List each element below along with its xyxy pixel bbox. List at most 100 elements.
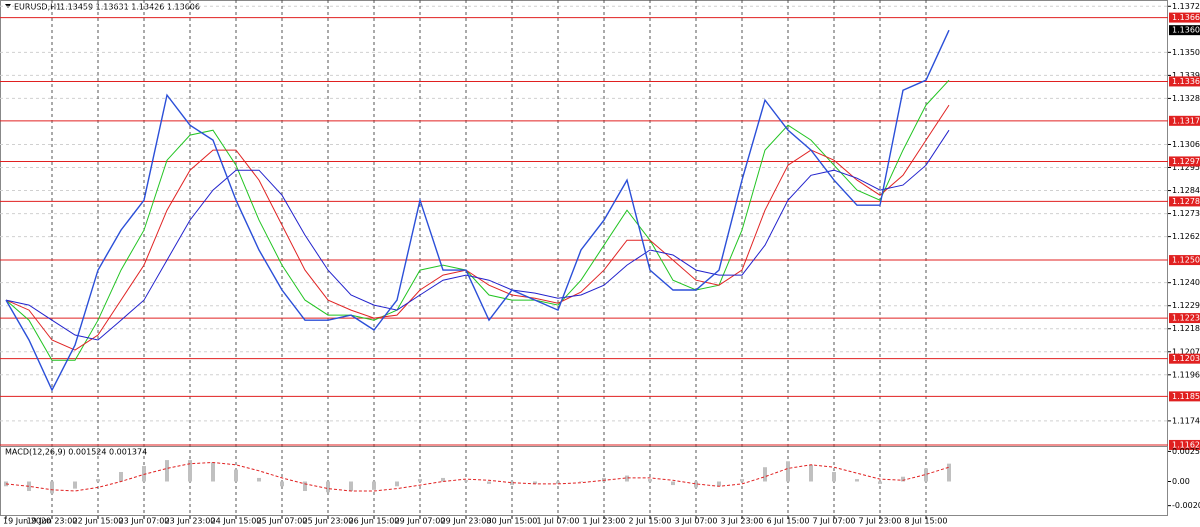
- macd-bar: [303, 481, 307, 492]
- macd-bar: [556, 481, 560, 484]
- y-tick-label: 0.00253: [1172, 447, 1200, 456]
- macd-bar: [188, 460, 192, 482]
- moving-average: [5, 79, 950, 361]
- level-label: 1.12979: [1172, 157, 1200, 166]
- level-tag: [1169, 391, 1200, 402]
- macd-bar: [142, 466, 146, 482]
- y-tick-label: 1.12620: [1172, 232, 1200, 241]
- level-label: 1.11625: [1172, 440, 1200, 449]
- x-tick-label: 3 Jul 23:00: [721, 517, 764, 526]
- y-tick-label: 1.12950: [1172, 163, 1200, 172]
- macd-bar: [809, 464, 813, 482]
- x-tick-label: 23 Jun 07:00: [119, 517, 170, 526]
- macd-bar: [96, 479, 100, 482]
- x-tick-label: 22 Jun 15:00: [73, 517, 124, 526]
- macd-bar: [786, 461, 790, 482]
- level-label: 1.12508: [1172, 256, 1200, 265]
- plot-frame: [0, 0, 1168, 516]
- y-tick-label: 1.13280: [1172, 94, 1200, 103]
- level-tag: [1169, 12, 1200, 23]
- x-tick-label: 23 Jun 23:00: [165, 517, 216, 526]
- x-tick-label: 1 Jul 07:00: [537, 517, 580, 526]
- macd-bar: [441, 477, 445, 482]
- x-tick-label: 19 Jun 2020: [3, 517, 51, 526]
- x-tick-label: 6 Jul 15:00: [767, 517, 810, 526]
- macd-bar: [119, 471, 123, 482]
- y-tick-label: 1.11960: [1172, 370, 1200, 379]
- macd-bar: [349, 481, 353, 492]
- macd-bar: [395, 481, 399, 487]
- x-tick-label: 3 Jul 07:00: [675, 517, 718, 526]
- macd-bar: [234, 469, 238, 482]
- macd-title: MACD(12,26,9) 0.001524 0.001374: [5, 448, 147, 457]
- y-tick-label: 1.13060: [1172, 140, 1200, 149]
- level-tag: [1169, 439, 1200, 450]
- macd-bar: [924, 468, 928, 482]
- x-tick-label: 25 Jun 23:00: [303, 517, 354, 526]
- macd-bar: [740, 479, 744, 482]
- x-tick-label: 8 Jul 15:00: [905, 517, 948, 526]
- level-label: 1.11857: [1172, 392, 1200, 401]
- x-tick-label: 30 Jun 15:00: [487, 517, 538, 526]
- macd-bar: [418, 479, 422, 482]
- level-tag: [1169, 76, 1200, 87]
- macd-bar: [4, 481, 8, 487]
- macd-bar: [257, 477, 261, 482]
- level-label: 1.13666: [1172, 13, 1200, 22]
- macd-bar: [947, 463, 951, 482]
- moving-average: [5, 129, 950, 341]
- macd-bar: [326, 481, 330, 493]
- y-tick-label: 1.12070: [1172, 347, 1200, 356]
- macd-bar: [855, 479, 859, 482]
- level-label: 1.13173: [1172, 116, 1200, 125]
- y-tick-label: 1.12730: [1172, 209, 1200, 218]
- macd-bar: [27, 481, 31, 492]
- level-tag: [1169, 115, 1200, 126]
- level-tag: [1169, 353, 1200, 364]
- x-tick-label: 25 Jun 07:00: [257, 517, 308, 526]
- y-tick-label: 1.13500: [1172, 48, 1200, 57]
- macd-bar: [165, 460, 169, 482]
- macd-bar: [625, 475, 629, 482]
- x-tick-label: 29 Jun 23:00: [441, 517, 492, 526]
- y-tick-label: 1.11740: [1172, 416, 1200, 425]
- current-price-tag: [1169, 25, 1200, 36]
- macd-bar: [878, 481, 882, 484]
- macd-bar: [510, 481, 514, 486]
- y-tick-label: 1.13720: [1172, 2, 1200, 11]
- y-tick-label: 1.12400: [1172, 278, 1200, 287]
- macd-bar: [280, 481, 284, 487]
- macd-bar: [464, 480, 468, 482]
- level-tag: [1169, 156, 1200, 167]
- macd-bar: [73, 481, 77, 489]
- level-tag: [1169, 196, 1200, 207]
- level-label: 1.12788: [1172, 197, 1200, 206]
- x-tick-label: 29 Jun 07:00: [395, 517, 446, 526]
- level-tag: [1169, 313, 1200, 324]
- y-tick-label: 1.12180: [1172, 324, 1200, 333]
- macd-bar: [602, 477, 606, 482]
- macd-bar: [50, 481, 54, 494]
- x-tick-label: 7 Jul 23:00: [859, 517, 902, 526]
- y-tick-label: 1.12290: [1172, 301, 1200, 310]
- y-tick-label: 1.12840: [1172, 186, 1200, 195]
- y-tick-label: -0.00203: [1172, 501, 1200, 510]
- x-tick-label: 26 Jun 15:00: [349, 517, 400, 526]
- macd-bar: [694, 481, 698, 488]
- level-tag: [1169, 255, 1200, 266]
- macd-bar: [211, 462, 215, 482]
- y-tick-label: 0.00: [1172, 477, 1190, 486]
- macd-bar: [717, 481, 721, 487]
- x-tick-label: 2 Jul 15:00: [629, 517, 672, 526]
- price-line: [5, 29, 950, 392]
- x-tick-label: 24 Jun 15:00: [211, 517, 262, 526]
- macd-bar: [372, 481, 376, 490]
- macd-bar: [671, 481, 675, 486]
- ohlc: 1.13459 1.13631 1.13426 1.13606: [60, 3, 200, 12]
- macd-bar: [901, 476, 905, 482]
- x-tick-label: 1 Jul 23:00: [583, 517, 626, 526]
- chart-title: EURUSD,H1: [14, 3, 61, 12]
- level-label: 1.12037: [1172, 354, 1200, 363]
